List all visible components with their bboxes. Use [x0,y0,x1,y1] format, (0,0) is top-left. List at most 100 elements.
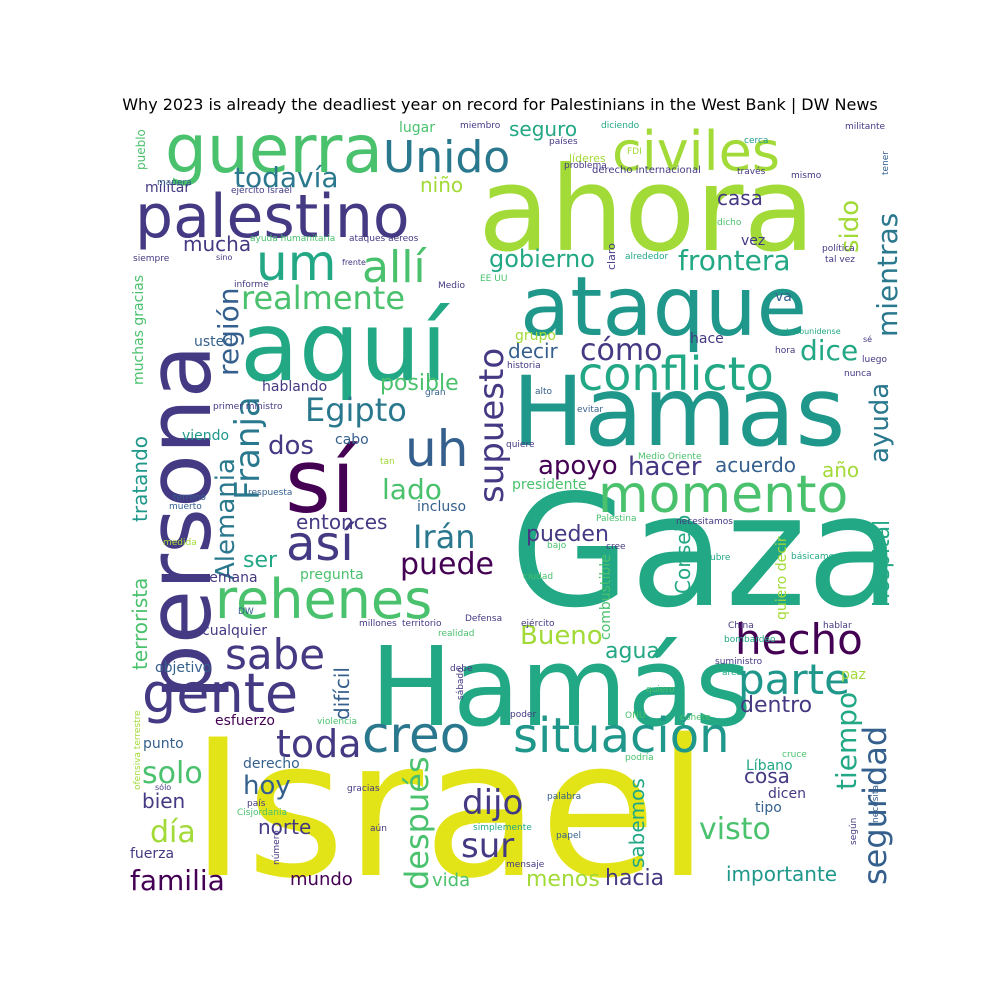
word-136: luego [862,355,887,365]
word-34: dijo [462,783,523,823]
word-83: terrorista [128,578,152,670]
word-40: Irán [413,518,475,556]
word-60: niño [420,173,463,197]
word-193: mensaje [506,860,545,870]
word-37: región [212,287,245,376]
word-51: hoy [243,771,291,801]
word-181: violencia [317,717,357,727]
word-126: informe [234,280,269,290]
word-31: realmente [241,279,405,317]
word-65: año [822,458,859,482]
word-123: siempre [133,254,170,264]
word-137: nunca [844,369,872,379]
word-114: líderes [569,152,606,165]
word-187: país [247,799,266,809]
word-12: creo [362,706,470,764]
word-46: apoyo [538,451,618,481]
word-156: básicamente [791,552,849,562]
word-118: ataques aéreos [349,233,419,244]
word-152: bajo [547,541,567,551]
word-144: tener [881,151,891,175]
word-176: debe [450,664,473,674]
word-38: frontera [678,244,791,277]
word-164: medida [163,538,197,548]
word-182: ofensiva terrestre [133,710,143,790]
word-169: ejército [521,618,555,629]
word-174: área [722,668,742,678]
word-153: cree [606,542,626,552]
word-111: dicen [768,786,806,802]
word-148: manera [157,178,192,188]
word-59: seguro [509,117,577,141]
word-145: problema [564,161,607,171]
word-68: pueden [526,522,609,547]
word-119: claro [605,243,618,270]
word-161: terreno [173,493,206,503]
word-110: Líbano [746,758,793,774]
word-39: cómo [580,333,662,368]
word-124: sino [216,253,232,262]
word-4: persona [128,344,231,700]
word-141: diciendo [601,121,640,131]
word-67: entonces [296,510,387,534]
word-9: guerra [165,111,383,188]
word-3: Hamás [370,623,752,751]
word-121: política [822,244,855,254]
word-177: sábado [456,667,466,700]
word-91: cualquier [202,623,267,639]
word-108: lugar [399,120,435,136]
word-86: viendo [182,428,229,444]
word-171: China [728,621,754,631]
word-19: um [256,234,336,292]
word-8: sí [285,430,358,533]
word-29: después [398,756,436,890]
word-26: sabe [225,630,325,679]
word-78: hacia [605,866,664,891]
word-36: mientras [871,213,904,337]
word-96: pregunta [300,567,364,583]
word-190: palabra [547,792,581,802]
word-112: pueblo [134,129,148,170]
word-22: así [286,516,355,572]
word-163: respuesta [248,488,292,498]
word-85: hablando [262,379,327,395]
word-84: tratando [128,436,152,522]
word-134: estadounidense [777,327,841,336]
word-167: territorio [402,619,442,629]
word-57: sido [835,200,865,253]
word-58: mucha [183,232,251,256]
word-185: necesita [871,785,881,823]
word-154: ciudad [523,572,553,582]
word-104: combustible [598,554,614,640]
word-0: Israel [190,699,709,920]
word-179: ONU [625,711,645,721]
word-133: evitar [577,405,603,415]
word-147: mismo [791,171,822,181]
word-99: hace [690,331,724,347]
word-18: conflicto [578,347,774,401]
word-70: agua [605,639,660,664]
word-20: allí [362,242,427,293]
word-106: paz [841,667,866,683]
word-55: Bueno [520,621,603,651]
word-168: Defensa [465,614,502,624]
word-103: tipo [755,800,782,816]
word-54: visto [699,812,771,847]
word-170: realidad [438,629,475,639]
word-128: EE UU [480,274,507,284]
word-48: Alemania [211,458,241,580]
word-115: derecho internacional [592,165,701,176]
word-63: posible [380,371,459,396]
word-11: civiles [612,120,780,183]
word-180: cohete [680,713,711,723]
word-138: sé [863,334,872,344]
word-74: cosa [744,764,790,788]
word-127: Medio [438,281,466,291]
word-82: mundo [290,869,353,890]
word-14: momento [598,465,848,525]
word-175: quiero [646,685,675,695]
word-192: papel [556,831,581,841]
word-16: rehenes [215,568,432,631]
word-44: ayuda [865,383,895,463]
